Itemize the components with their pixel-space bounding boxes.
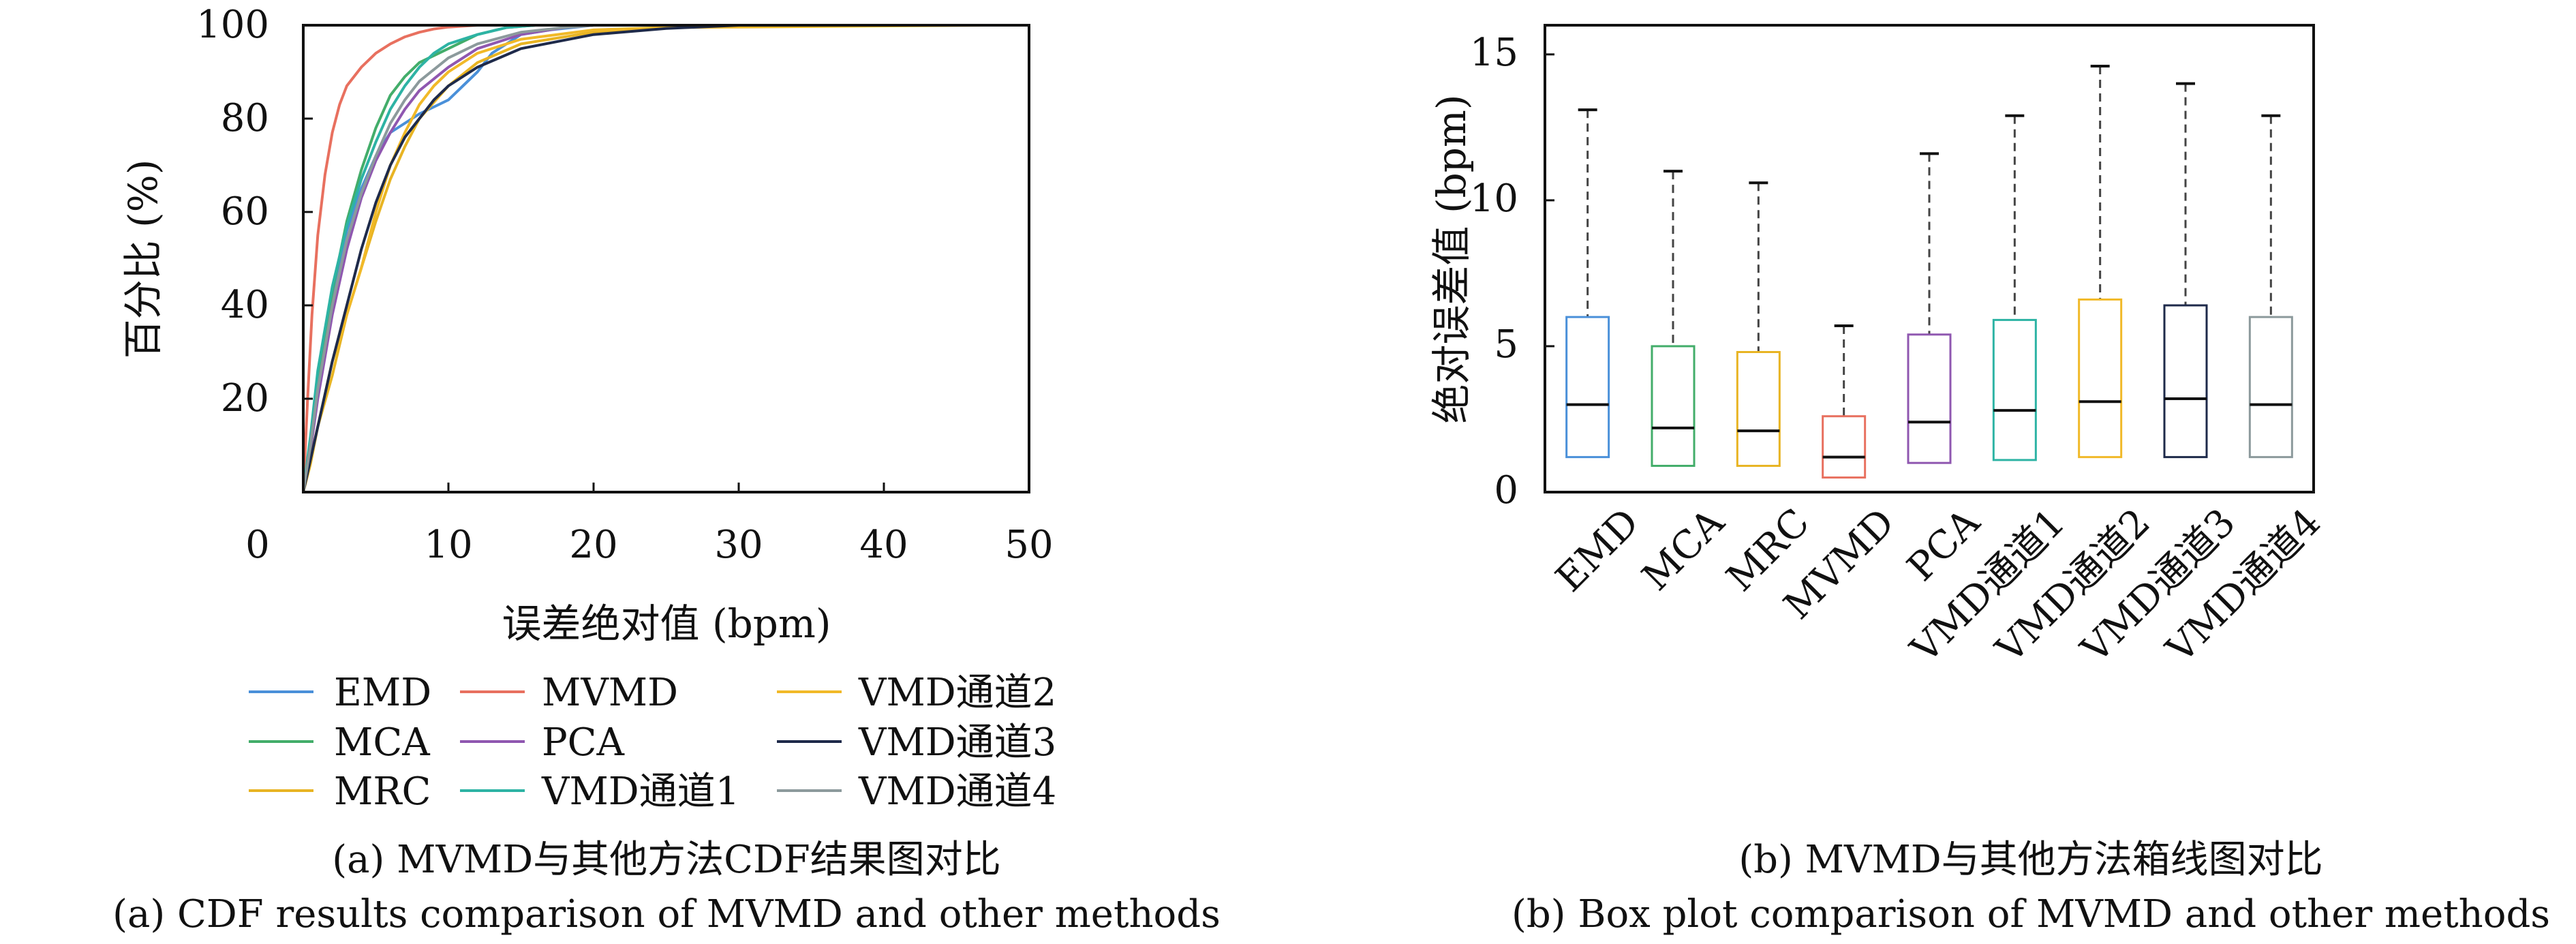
box-mvmd [1822, 415, 1867, 479]
cdf-line-vmd通道3 [302, 24, 986, 493]
cdf-line-pca [302, 24, 986, 493]
box-y-tick-label: 0 [1494, 468, 1518, 513]
cdf-x-tick-label: 0 [245, 523, 270, 567]
cdf-caption-en: (a) CDF results comparison of MVMD and o… [112, 892, 1221, 937]
box-emd [1565, 316, 1610, 459]
box-tick-marks [1545, 53, 1554, 493]
cdf-line-vmd通道1 [302, 24, 986, 493]
cdf-line-vmd通道2 [302, 24, 986, 493]
cdf-line-mrc [302, 24, 986, 493]
box-y-axis-title: 绝对误差值 (bpm) [1428, 95, 1475, 424]
cdf-chart: 100 80 60 40 20 0 10 20 30 40 50 百分比 (%)… [112, 3, 1221, 937]
legend-label-vmd1: VMD通道1 [541, 770, 739, 814]
cdf-line-mvmd [302, 24, 986, 493]
legend-label-pca: PCA [542, 720, 625, 765]
cdf-tick-marks [302, 24, 1030, 492]
box-caption-en: (b) Box plot comparison of MVMD and othe… [1512, 892, 2550, 937]
cdf-y-tick-label: 40 [221, 283, 269, 327]
box-y-tick-label: 15 [1470, 31, 1518, 75]
legend-label-vmd4: VMD通道4 [858, 770, 1056, 814]
cdf-plot-frame [302, 24, 1030, 493]
cdf-x-tick-label: 10 [424, 523, 472, 567]
box-mrc [1736, 351, 1781, 467]
cdf-line-emd [302, 24, 986, 493]
box-y-tick-label: 10 [1470, 177, 1518, 221]
box-x-tick-label: EMD [1548, 500, 1648, 600]
cdf-y-axis-title: 百分比 (%) [120, 159, 166, 359]
cdf-x-tick-label: 20 [569, 523, 617, 567]
box-caption-zh: (b) MVMD与其他方法箱线图对比 [1738, 838, 2322, 882]
box-pca [1907, 333, 1952, 464]
legend-label-vmd2: VMD通道2 [858, 671, 1056, 715]
cdf-y-tick-label: 60 [221, 189, 269, 234]
cdf-legend: EMD MCA MRC MVMD PCA VMD通道1 VMD通道2 VMD通道… [249, 671, 1056, 814]
cdf-line-vmd通道4 [302, 24, 986, 493]
cdf-y-tick-label: 100 [196, 3, 269, 47]
box-y-tick-label: 5 [1494, 322, 1518, 367]
cdf-x-tick-label: 30 [714, 523, 763, 567]
box-series [1565, 64, 2293, 479]
legend-label-mrc: MRC [334, 770, 431, 814]
legend-label-vmd3: VMD通道3 [858, 720, 1056, 765]
cdf-series-lines [302, 24, 986, 493]
cdf-y-tick-label: 20 [221, 376, 269, 421]
box-vmd通道1 [1992, 318, 2037, 461]
box-chart: 15 10 5 0 绝对误差值 (bpm) EMD MCA MRC MVMD P… [1428, 24, 2550, 937]
cdf-x-tick-label: 50 [1005, 523, 1053, 567]
box-mca [1651, 345, 1696, 467]
box-vmd通道4 [2248, 316, 2293, 459]
box-x-tick-label: MCA [1634, 500, 1733, 600]
box-vmd通道2 [2078, 298, 2123, 459]
cdf-x-axis-title: 误差绝对值 (bpm) [502, 600, 831, 647]
cdf-y-tick-label: 80 [221, 96, 269, 140]
cdf-x-tick-label: 40 [859, 523, 908, 567]
box-plot-frame [1544, 24, 2315, 493]
legend-label-mvmd: MVMD [542, 671, 678, 715]
cdf-line-mca [302, 24, 986, 493]
legend-label-emd: EMD [334, 671, 431, 715]
legend-label-mca: MCA [334, 720, 430, 765]
cdf-caption-zh: (a) MVMD与其他方法CDF结果图对比 [332, 838, 1001, 882]
box-vmd通道3 [2163, 304, 2208, 459]
